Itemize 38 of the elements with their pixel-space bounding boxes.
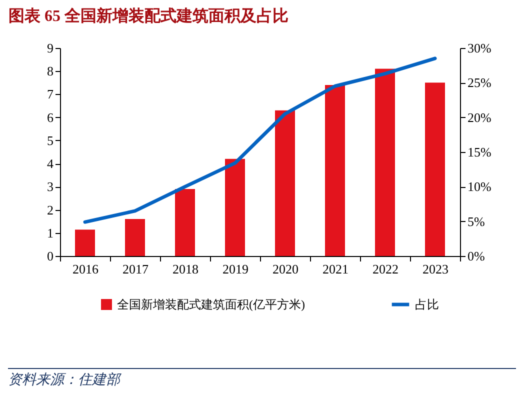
line-series [83,56,437,224]
bar [125,219,145,256]
bar [325,84,345,256]
y2-tick-label: 30% [468,40,492,56]
x-tick-label: 2020 [272,262,298,276]
bar [75,230,95,256]
bar [375,68,395,256]
x-tick-label: 2023 [422,262,448,276]
legend-label: 全国新增装配式建筑面积(亿平方米) [117,298,305,312]
y-tick-label: 2 [47,202,54,218]
y2-tick-label: 15% [468,144,492,160]
y-tick-label: 7 [47,86,54,102]
x-tick-label: 2022 [372,262,398,276]
text: 资料来源：住建部 [8,368,516,389]
y2-tick-label: 20% [468,110,492,125]
y2-tick-label: 10% [468,179,492,194]
y-tick-label: 4 [47,156,54,172]
x-tick-label: 2017 [122,262,149,276]
y2-tick-label: 5% [468,214,485,229]
y-tick-label: 8 [47,64,54,79]
bar [225,158,245,256]
bar [175,188,195,256]
x-tick-label: 2016 [72,262,99,276]
bar [275,110,295,256]
x-tick-label: 2018 [172,262,198,276]
y2-tick-label: 0% [468,248,485,264]
x-tick-label: 2019 [222,262,248,276]
chart-title: 图表 65 全国新增装配式建筑面积及占比 [8,7,288,25]
legend-label: 占比 [415,298,439,312]
y2-tick-label: 25% [468,75,492,90]
x-tick-label: 2021 [322,262,348,276]
y-tick-label: 3 [47,179,54,194]
bar [425,82,445,256]
y-tick-label: 5 [47,132,54,148]
y-tick-label: 6 [47,110,54,125]
y-tick-label: 9 [47,40,54,56]
y-tick-label: 1 [47,225,54,240]
y-tick-label: 0 [47,248,54,264]
